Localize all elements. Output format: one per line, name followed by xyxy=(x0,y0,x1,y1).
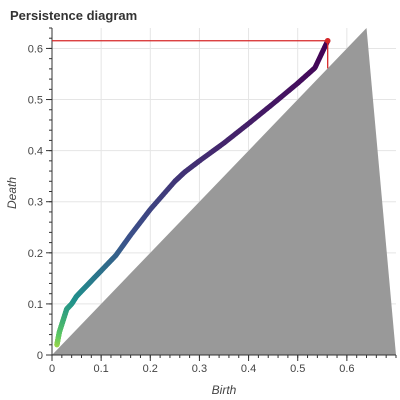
y-tick-label-0: 0 xyxy=(37,350,43,362)
y-tick-label-4: 0.4 xyxy=(28,146,43,158)
y-axis-title: Death xyxy=(5,177,19,209)
y-tick-label-3: 0.3 xyxy=(28,197,43,209)
x-tick-label-4: 0.4 xyxy=(241,363,256,375)
diagonal-region xyxy=(52,28,396,355)
x-tick-label-1: 0.1 xyxy=(93,363,108,375)
y-tick-label-5: 0.5 xyxy=(28,95,43,107)
y-tick-label-2: 0.2 xyxy=(28,248,43,260)
x-axis-title: Birth xyxy=(212,383,237,397)
y-tick-label-1: 0.1 xyxy=(28,299,43,311)
persistence-points xyxy=(54,38,331,348)
plot-area: 0 0.1 0.2 0.3 0.4 0.5 0.6 0 0.1 0.2 0.3 0.4 0.5 0.6 xyxy=(28,27,397,375)
x-tick-label-2: 0.2 xyxy=(143,363,158,375)
y-tick-label-6: 0.6 xyxy=(28,43,43,55)
x-tick-label-3: 0.3 xyxy=(192,363,207,375)
x-tick-label-6: 0.6 xyxy=(339,363,354,375)
chart-title: Persistence diagram xyxy=(10,8,137,23)
highlight-point xyxy=(324,37,331,44)
x-tick-label-5: 0.5 xyxy=(290,363,305,375)
x-tick-label-0: 0 xyxy=(49,363,55,375)
